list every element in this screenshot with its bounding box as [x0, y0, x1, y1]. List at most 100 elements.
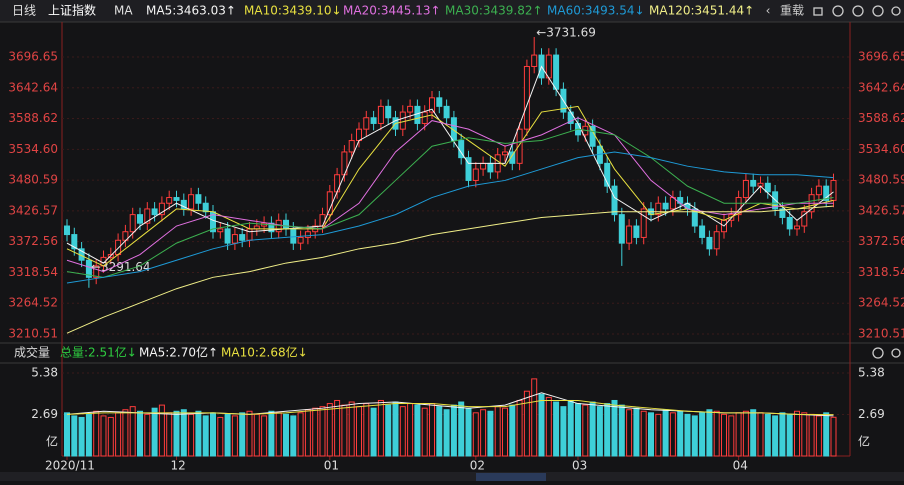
- candle-body: [166, 197, 173, 204]
- candle-body: [188, 194, 195, 210]
- volume-bar: [553, 401, 560, 457]
- candle-body: [414, 105, 421, 124]
- volume-bar: [436, 406, 443, 457]
- candle-body: [377, 105, 384, 124]
- legend-entry: MA20:3445.13↑: [343, 4, 441, 18]
- volume-bar: [582, 404, 589, 457]
- volume-bar: [115, 412, 122, 457]
- candle-body: [202, 202, 209, 213]
- volume-bar: [560, 406, 567, 457]
- volume-bar: [210, 412, 216, 457]
- y-tick-label-right: 3426.57: [858, 203, 904, 217]
- volume-bar: [662, 409, 669, 457]
- reload[interactable]: 重载: [780, 4, 804, 18]
- volume-bar: [567, 399, 574, 457]
- candle-body: [363, 117, 370, 130]
- undo-icon[interactable]: [832, 5, 844, 17]
- volume-bar: [326, 403, 333, 457]
- volume-bar: [815, 415, 822, 457]
- period[interactable]: 日线: [12, 4, 36, 18]
- candle-body: [509, 151, 516, 164]
- candle-body: [85, 259, 92, 278]
- unit-label-right: 亿: [858, 434, 870, 449]
- volume-bar: [808, 413, 815, 457]
- candle-body: [231, 234, 238, 244]
- collapse-button[interactable]: ‹: [766, 4, 771, 18]
- volume-bar: [596, 406, 603, 457]
- x-tick-label: 12: [171, 459, 186, 473]
- volume-icons[interactable]: [872, 347, 901, 359]
- candle-body: [421, 111, 428, 124]
- candle-body: [326, 191, 333, 216]
- volume-bar: [188, 413, 195, 457]
- x-tick-label: 04: [733, 459, 748, 473]
- volume-bar: [640, 410, 647, 457]
- y-tick-label: 3372.56: [8, 234, 58, 248]
- active-tab[interactable]: [476, 473, 546, 481]
- settings-icon[interactable]: [891, 348, 901, 358]
- volume-bar: [516, 399, 523, 457]
- volume-bar: [699, 412, 706, 457]
- tab-bar: [0, 472, 904, 481]
- candle-body: [750, 179, 757, 187]
- y-tick-label: 3426.57: [8, 203, 58, 217]
- volume-bar: [545, 396, 552, 457]
- candle-body: [553, 54, 560, 90]
- volume-bar: [589, 401, 596, 457]
- candle-body: [611, 185, 618, 216]
- y-tick-label-right: 5.38: [858, 366, 885, 380]
- volume-bar: [669, 412, 676, 457]
- unit-label: 亿: [46, 434, 58, 449]
- y-tick-label-right: 3372.56: [858, 234, 904, 248]
- volume-bar: [377, 399, 384, 457]
- candle-body: [655, 202, 662, 216]
- zoom-in-icon[interactable]: [852, 5, 864, 17]
- volume-bar: [407, 403, 414, 457]
- candle-body: [304, 231, 311, 238]
- x-tick-label: 02: [470, 459, 485, 473]
- volume-bar: [290, 415, 297, 457]
- volume-bar: [275, 412, 282, 457]
- volume-bar: [575, 403, 581, 457]
- settings-icon[interactable]: [891, 6, 901, 16]
- zoom-out-icon[interactable]: [872, 5, 884, 17]
- candle-body: [801, 211, 808, 227]
- toolbar-icons[interactable]: [813, 5, 901, 17]
- y-tick-label: 3642.64: [8, 80, 58, 94]
- candle-body: [443, 105, 450, 119]
- volume-bar: [494, 406, 501, 457]
- legend-entry: MA30:3439.82↑: [445, 4, 543, 18]
- candle-body: [348, 140, 355, 153]
- candle-body: [618, 214, 625, 244]
- candle-body: [399, 111, 406, 130]
- volume-bar: [429, 403, 435, 457]
- candle-body: [465, 157, 472, 181]
- candle-body: [706, 236, 713, 250]
- volume-bar: [421, 407, 428, 457]
- volume-bar: [385, 404, 392, 457]
- volume-bar: [742, 410, 749, 457]
- volume-bar: [691, 415, 698, 457]
- ma-line: [66, 128, 834, 278]
- candle-body: [779, 208, 786, 218]
- annotation: ←3731.69: [536, 26, 596, 40]
- volume-bar: [509, 404, 516, 457]
- y-tick-label: 3210.51: [8, 327, 58, 341]
- volume-bar: [604, 403, 611, 457]
- volume-bar: [531, 378, 538, 457]
- close-icon[interactable]: [872, 347, 884, 359]
- x-tick-label: 01: [324, 459, 339, 473]
- volume-bar: [202, 415, 209, 457]
- volume-bar: [356, 406, 362, 457]
- lock-icon[interactable]: [813, 7, 823, 16]
- volume-bar: [297, 412, 304, 457]
- ma-line: [66, 105, 834, 267]
- legend-entry: MA60:3493.54↓: [547, 4, 645, 18]
- volume-bar: [217, 416, 224, 457]
- candle-body: [297, 236, 304, 244]
- x-tick-label: 03: [572, 459, 587, 473]
- volume-bar: [772, 415, 779, 457]
- volume-bar: [348, 401, 355, 457]
- volume-bar: [618, 404, 625, 457]
